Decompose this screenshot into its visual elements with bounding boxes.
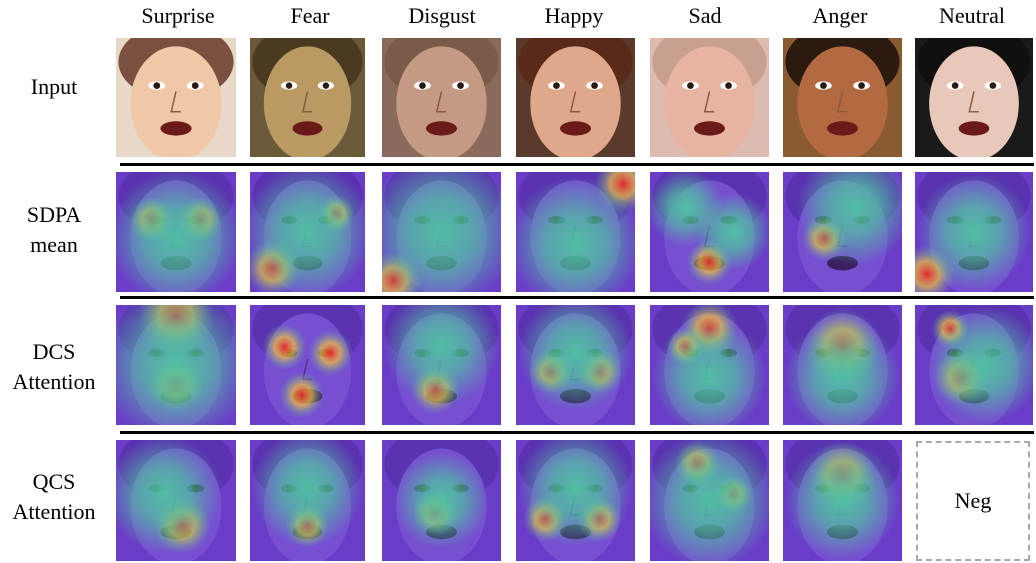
attention-map-dcs-surprise (116, 305, 236, 425)
heatmap-overlay (650, 172, 769, 292)
attention-map-sdpa-fear (250, 172, 365, 292)
attention-map-dcs-disgust (382, 305, 501, 425)
neg-label: Neg (954, 488, 992, 513)
column-header-neutral: Neutral (939, 3, 1005, 28)
attention-map-sdpa-sad (650, 172, 769, 292)
row-label-dcs-attention: DCS Attention (0, 337, 108, 397)
face-photo (116, 38, 236, 157)
row-label-sdpa-mean: SDPA mean (0, 200, 108, 260)
row-separator-2 (120, 296, 1034, 299)
heatmap-overlay (250, 305, 365, 425)
attention-map-dcs-anger (783, 305, 902, 425)
attention-map-sdpa-anger (783, 172, 902, 292)
attention-map-dcs-fear (250, 305, 365, 425)
row-label-sdpa-line2: mean (30, 232, 78, 257)
column-header-surprise: Surprise (141, 3, 215, 28)
heatmap-overlay (650, 305, 769, 425)
row-label-qcs-line1: QCS (32, 469, 76, 494)
heatmap-overlay (116, 305, 236, 425)
attention-map-qcs-anger (783, 440, 902, 561)
attention-map-sdpa-neutral (915, 172, 1033, 292)
heatmap-overlay (516, 440, 635, 561)
column-header-sad: Sad (688, 3, 722, 28)
face-photo (783, 38, 902, 157)
row-label-qcs-line2: Attention (12, 499, 96, 524)
attention-map-dcs-sad (650, 305, 769, 425)
heatmap-overlay (783, 440, 902, 561)
row-label-qcs-attention: QCS Attention (0, 467, 108, 527)
row-label-dcs-line1: DCS (32, 339, 76, 364)
heatmap-overlay (250, 172, 365, 292)
face-image-input-fear (250, 38, 365, 157)
attention-map-qcs-disgust (382, 440, 501, 561)
column-header-anger: Anger (812, 3, 868, 28)
attention-map-qcs-happy (516, 440, 635, 561)
attention-map-sdpa-disgust (382, 172, 501, 292)
heatmap-overlay (783, 305, 902, 425)
heatmap-overlay (116, 172, 236, 292)
face-photo (250, 38, 365, 157)
face-image-input-happy (516, 38, 635, 157)
face-image-input-sad (650, 38, 769, 157)
heatmap-overlay (783, 172, 902, 292)
heatmap-overlay (250, 440, 365, 561)
face-image-input-neutral (915, 38, 1033, 157)
heatmap-overlay (116, 440, 236, 561)
heatmap-overlay (915, 305, 1033, 425)
heatmap-overlay (650, 440, 769, 561)
heatmap-overlay (382, 305, 501, 425)
row-label-input-line1: Input (30, 74, 78, 99)
face-photo (516, 38, 635, 157)
heatmap-overlay (516, 305, 635, 425)
column-header-fear: Fear (290, 3, 330, 28)
attention-map-qcs-surprise (116, 440, 236, 561)
neg-placeholder-box: Neg (916, 441, 1030, 561)
column-header-happy: Happy (544, 3, 604, 28)
heatmap-overlay (516, 172, 635, 292)
face-photo (650, 38, 769, 157)
row-label-dcs-line2: Attention (12, 369, 96, 394)
attention-map-qcs-fear (250, 440, 365, 561)
row-label-input: Input (0, 72, 108, 102)
heatmap-overlay (382, 440, 501, 561)
column-header-disgust: Disgust (408, 3, 476, 28)
attention-map-dcs-happy (516, 305, 635, 425)
face-photo (915, 38, 1033, 157)
attention-map-qcs-sad (650, 440, 769, 561)
face-image-input-disgust (382, 38, 501, 157)
row-label-sdpa-line1: SDPA (26, 202, 82, 227)
heatmap-overlay (382, 172, 501, 292)
heatmap-overlay (915, 172, 1033, 292)
face-photo (382, 38, 501, 157)
row-separator-3 (120, 431, 1034, 434)
face-image-input-surprise (116, 38, 236, 157)
face-image-input-anger (783, 38, 902, 157)
attention-map-sdpa-surprise (116, 172, 236, 292)
row-separator-1 (120, 163, 1034, 166)
attention-map-dcs-neutral (915, 305, 1033, 425)
attention-map-sdpa-happy (516, 172, 635, 292)
